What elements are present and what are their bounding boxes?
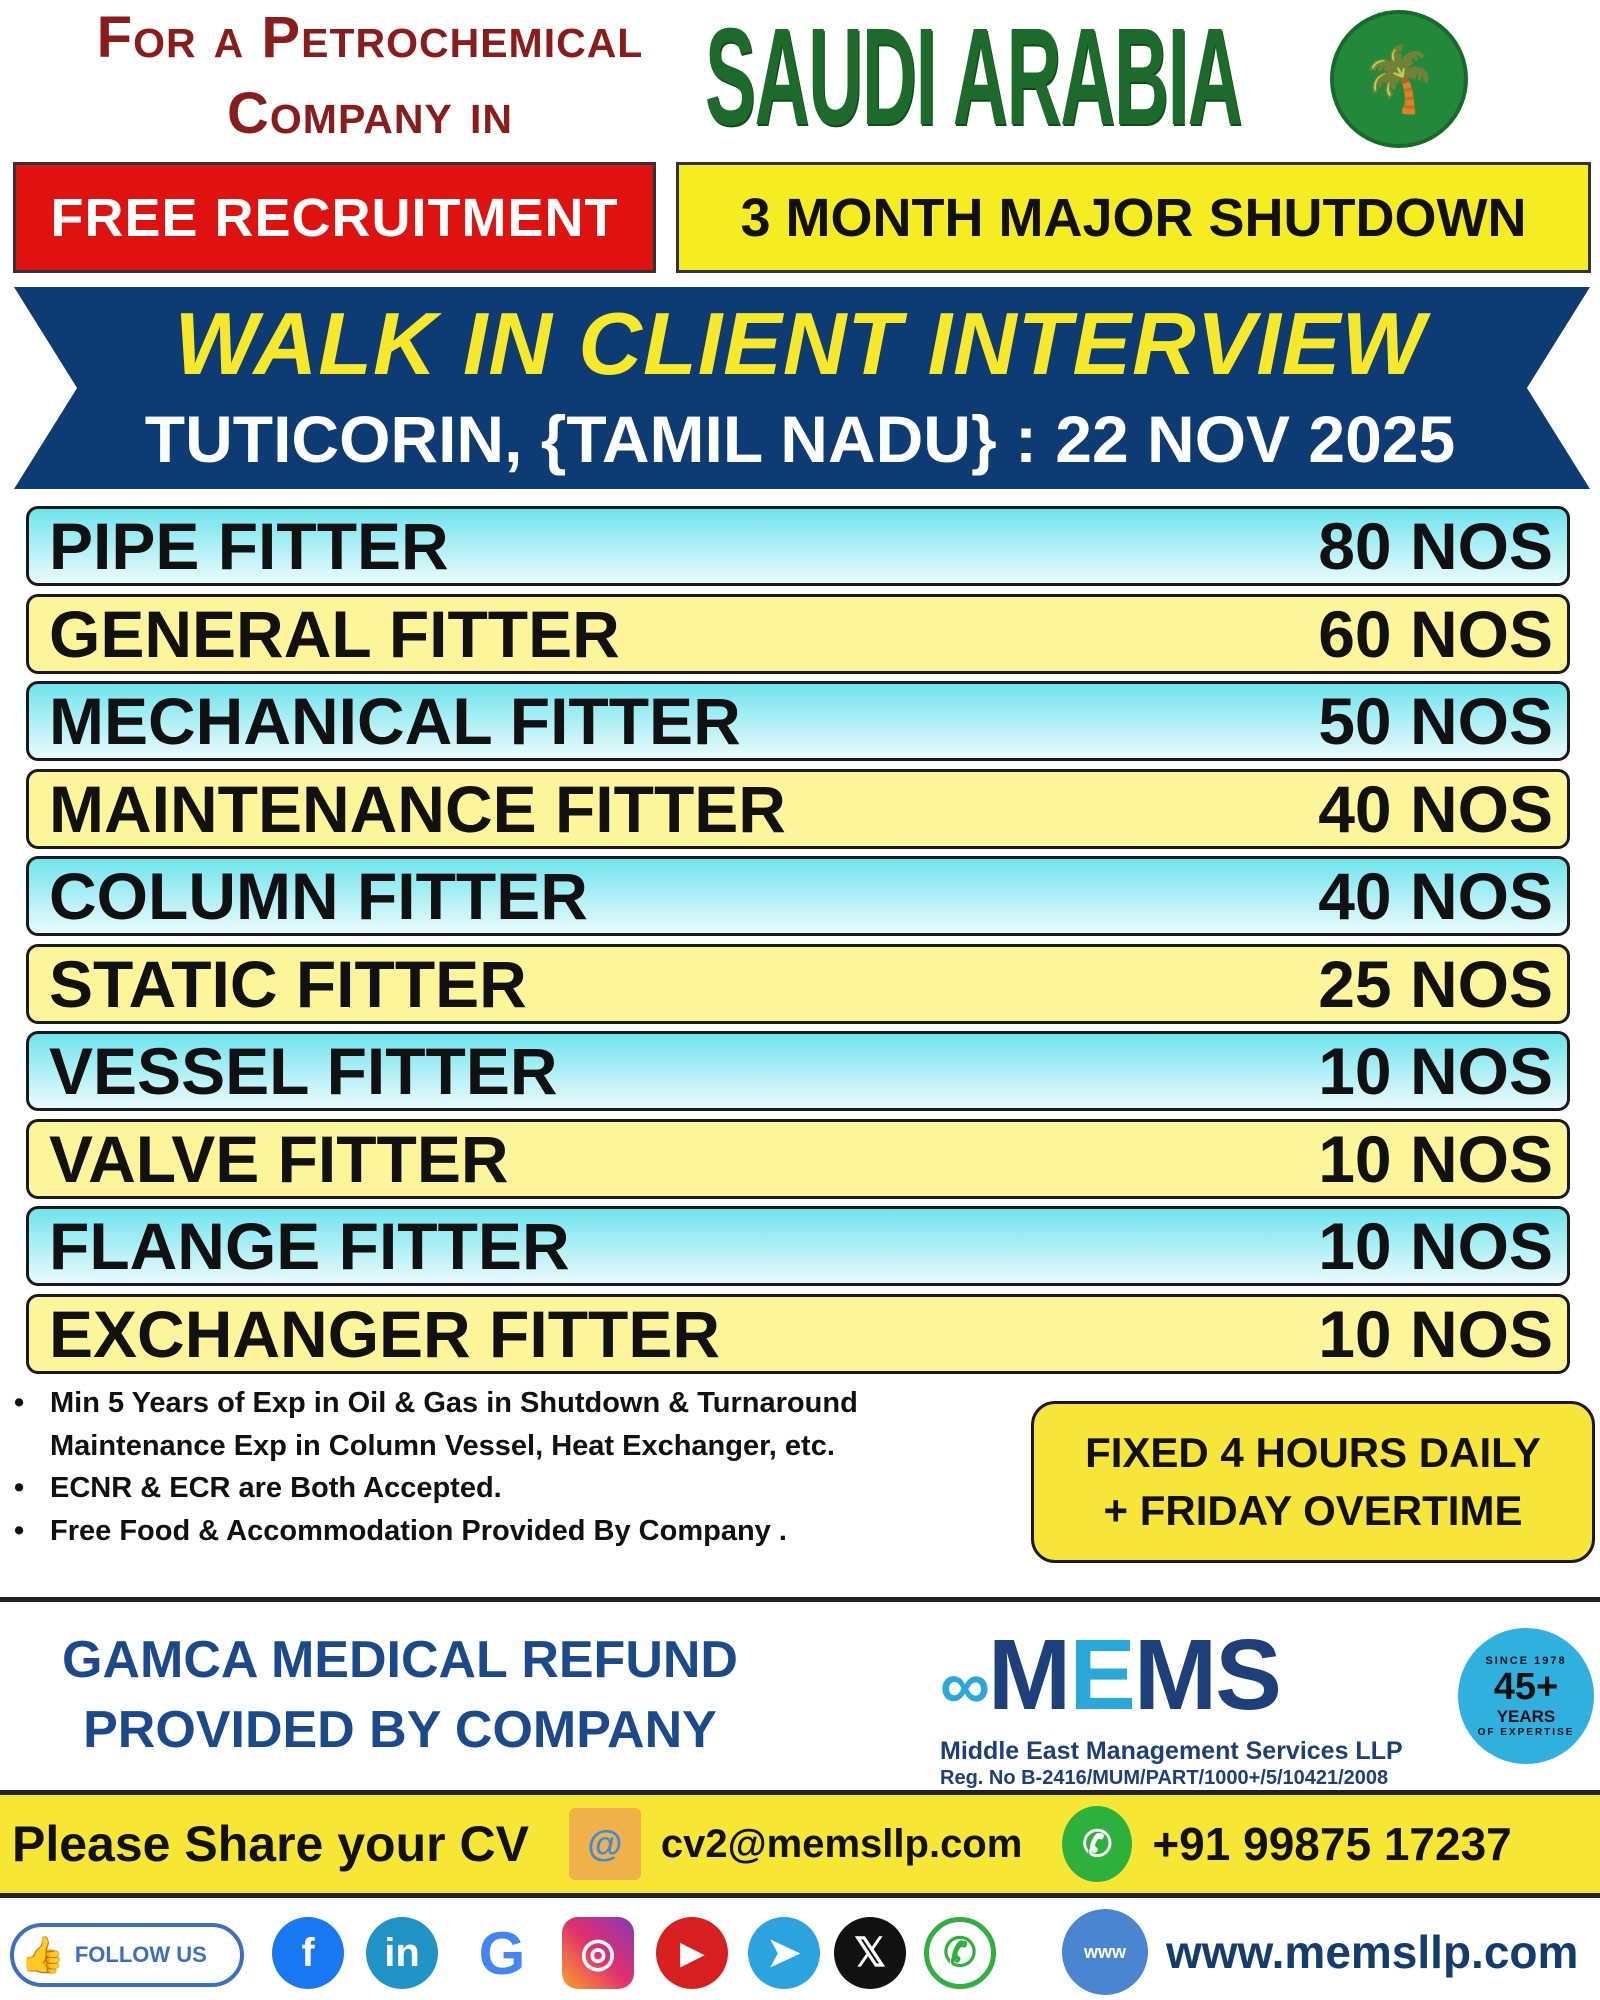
position-count: 10 NOS [1318,1121,1553,1196]
position-title: EXCHANGER FITTER [49,1296,721,1371]
telegram-icon[interactable]: ➤ [748,1917,820,1989]
position-title: VALVE FITTER [49,1121,509,1196]
share-cv-label: Please Share your CV [12,1816,529,1872]
company-logo: ∞MEMS Middle East Management Services LL… [940,1625,1440,1790]
registration-number: Reg. No B-2416/MUM/PART/1000+/5/10421/20… [940,1767,1389,1789]
position-row: PIPE FITTER 80 NOS [26,506,1570,586]
country-title: SAUDI ARABIA [705,0,1242,154]
phone-icon: ✆ [1062,1806,1133,1882]
requirements-list: Min 5 Years of Exp in Oil & Gas in Shutd… [10,1382,1010,1552]
facebook-icon[interactable]: f [272,1917,344,1989]
requirement-item: ECNR & ECR are Both Accepted. [10,1467,1010,1510]
social-footer: 👍 FOLLOW US f in G ◎ ▶ ➤ 𝕏 ✆ www www.mem… [0,1903,1600,2000]
position-row: FLANGE FITTER 10 NOS [26,1206,1570,1286]
google-icon[interactable]: G [466,1917,538,1989]
position-count: 40 NOS [1318,859,1553,933]
divider [0,1597,1600,1602]
position-row: COLUMN FITTER 40 NOS [26,856,1570,936]
globe-www-icon: www [1062,1909,1148,1995]
position-count: 50 NOS [1318,684,1553,758]
position-count: 10 NOS [1318,1034,1553,1108]
banner-subtitle: TUTICORIN, {TAMIL NADU} : 22 NOV 2025 [144,402,1456,476]
seal-years-label: YEARS [1496,1706,1556,1726]
positions-list: PIPE FITTER 80 NOS GENERAL FITTER 60 NOS M… [26,506,1570,1381]
mems-wordmark: ∞MEMS [940,1619,1282,1731]
seal-top-text: SINCE 1978 [1485,1654,1567,1667]
headline-line1: For a Petrochemical [96,5,644,70]
position-count: 80 NOS [1318,509,1553,583]
youtube-icon[interactable]: ▶ [656,1917,728,1989]
banner-title: WALK IN CLIENT INTERVIEW [174,294,1426,393]
position-count: 10 NOS [1318,1209,1553,1283]
position-title: MECHANICAL FITTER [49,684,741,758]
position-row: VESSEL FITTER 10 NOS [26,1031,1570,1111]
shutdown-tag: 3 MONTH MAJOR SHUTDOWN [676,162,1591,273]
linkedin-icon[interactable]: in [366,1917,438,1989]
gamca-line2: PROVIDED BY COMPANY [83,1701,717,1759]
company-name: Middle East Management Services LLP [940,1737,1403,1765]
free-recruitment-tag: FREE RECRUITMENT [13,162,656,273]
experience-seal: SINCE 1978 45+ YEARS OF EXPERTISE [1458,1628,1594,1764]
position-row: MECHANICAL FITTER 50 NOS [26,681,1570,761]
position-row: GENERAL FITTER 60 NOS [26,593,1570,674]
follow-us-badge[interactable]: 👍 FOLLOW US [10,1923,244,1987]
gamca-line1: GAMCA MEDICAL REFUND [62,1631,738,1689]
interview-banner [14,287,1590,489]
hours-line2: + FRIDAY OVERTIME [1103,1487,1523,1534]
email-link[interactable]: cv2@memsllp.com [660,1821,1023,1866]
position-count: 60 NOS [1318,596,1553,671]
gamca-notice: GAMCA MEDICAL REFUND PROVIDED BY COMPANY [20,1625,780,1765]
position-title: PIPE FITTER [49,509,449,583]
follow-us-label: FOLLOW US [74,1942,207,1967]
position-title: MAINTENANCE FITTER [49,771,786,846]
position-row: MAINTENANCE FITTER 40 NOS [26,768,1570,849]
position-title: FLANGE FITTER [49,1209,570,1283]
working-hours-box: FIXED 4 HOURS DAILY + FRIDAY OVERTIME [1031,1401,1595,1563]
position-title: GENERAL FITTER [49,596,620,671]
saudi-emblem-icon: 🌴 [1330,10,1468,148]
headline: For a Petrochemical Company in [60,0,680,152]
position-title: COLUMN FITTER [49,859,588,933]
requirement-item: Min 5 Years of Exp in Oil & Gas in Shutd… [10,1382,1010,1467]
x-icon[interactable]: 𝕏 [834,1917,906,1989]
instagram-icon[interactable]: ◎ [562,1917,634,1989]
position-count: 10 NOS [1318,1296,1553,1371]
position-row: STATIC FITTER 25 NOS [26,943,1570,1024]
position-row: VALVE FITTER 10 NOS [26,1118,1570,1199]
website-link[interactable]: www.memsllp.com [1166,1926,1579,1978]
seal-bottom-text: OF EXPERTISE [1477,1726,1575,1738]
seal-years-number: 45+ [1493,1665,1559,1708]
position-title: STATIC FITTER [49,946,527,1021]
hours-line1: FIXED 4 HOURS DAILY [1085,1429,1541,1476]
infinity-people-icon: ∞ [940,1646,990,1724]
position-count: 40 NOS [1318,771,1553,846]
thumbs-up-icon: 👍 [20,1934,65,1975]
position-count: 25 NOS [1318,946,1553,1021]
contact-bar: Please Share your CV @ cv2@memsllp.com ✆… [0,1790,1600,1898]
phone-number[interactable]: +91 99875 17237 [1152,1818,1512,1870]
requirement-item: Free Food & Accommodation Provided By Co… [10,1510,1010,1553]
whatsapp-icon[interactable]: ✆ [924,1917,996,1989]
position-title: VESSEL FITTER [49,1034,558,1108]
email-envelope-icon: @ [568,1808,641,1880]
headline-line2: Company in [227,81,513,146]
position-row: EXCHANGER FITTER 10 NOS [26,1293,1570,1374]
